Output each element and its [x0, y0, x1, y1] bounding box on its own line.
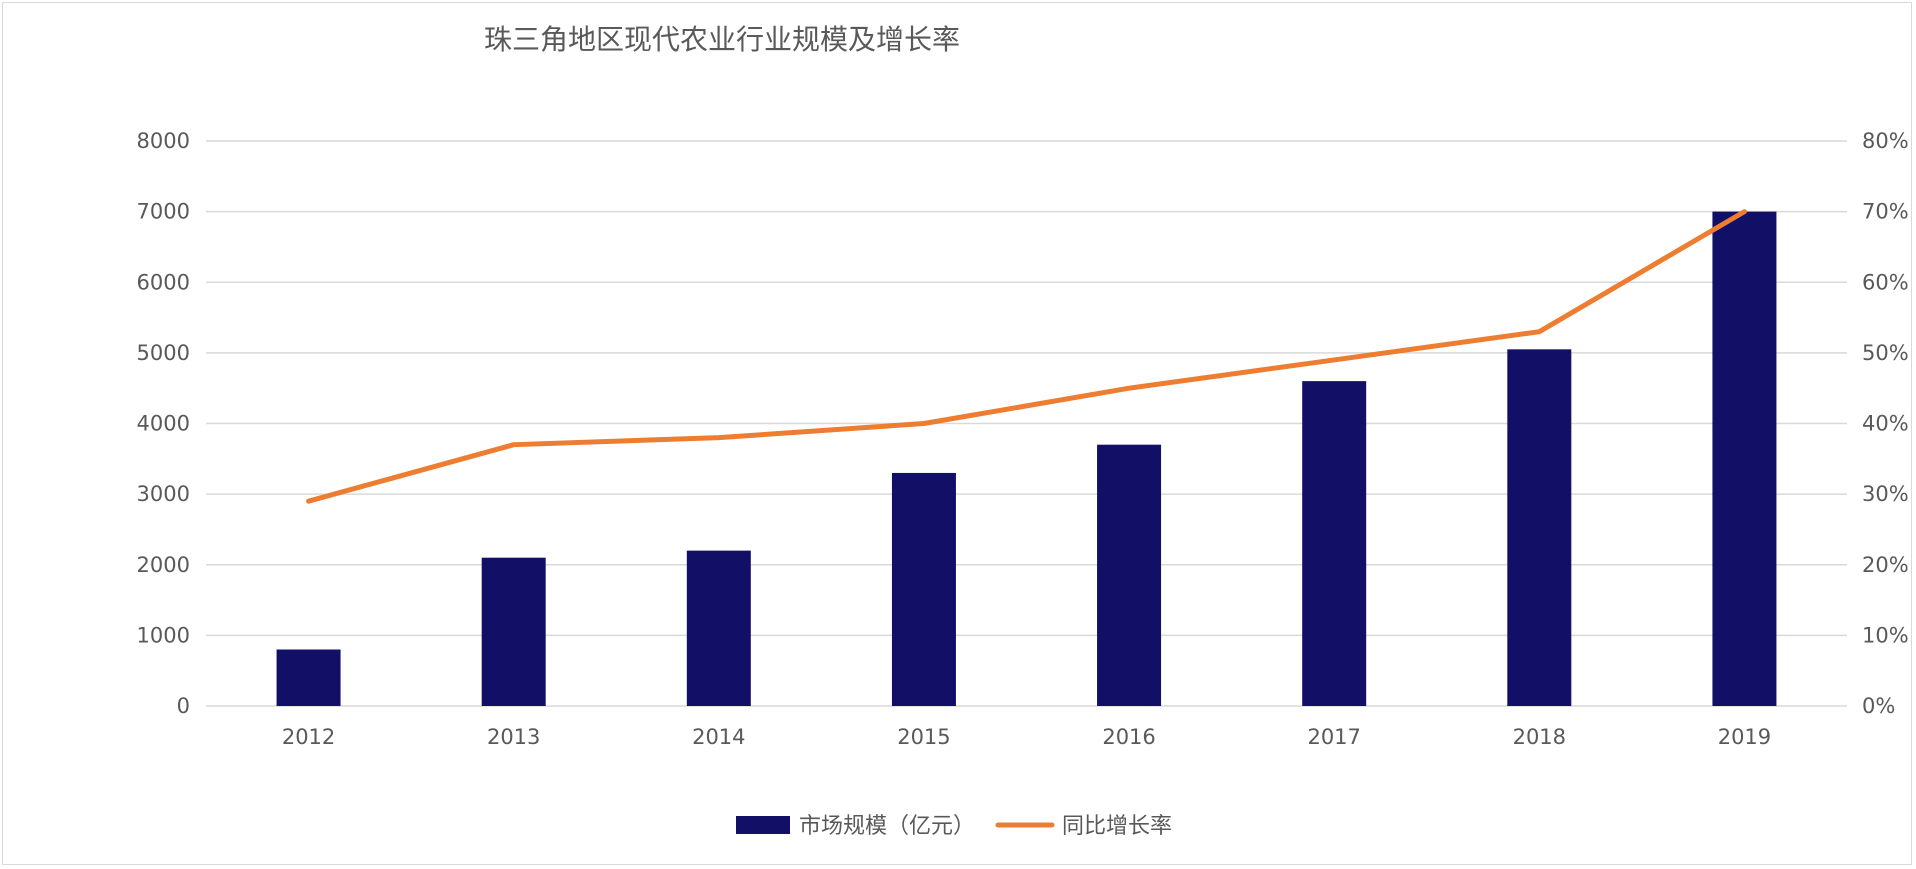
right-axis-ticks: 0% 10% 20% 30% 40% 50% 60% 70% 80% — [1862, 129, 1909, 718]
bar-2019 — [1712, 211, 1777, 706]
right-tick-label: 70% — [1862, 200, 1909, 224]
bar-2015 — [891, 472, 956, 706]
left-tick-label: 6000 — [137, 270, 190, 294]
x-tick-label: 2012 — [282, 725, 335, 749]
right-tick-label: 50% — [1862, 341, 1909, 365]
left-tick-label: 2000 — [137, 553, 190, 577]
left-tick-label: 1000 — [137, 623, 190, 647]
bar-2014 — [686, 550, 751, 706]
bar-2013 — [481, 557, 546, 706]
legend: 市场规模（亿元） 同比增长率 — [736, 814, 1172, 839]
left-axis-ticks: 0 1000 2000 3000 4000 5000 6000 7000 8000 — [137, 129, 190, 718]
legend-swatch-bar — [736, 816, 790, 834]
left-tick-label: 5000 — [137, 341, 190, 365]
right-tick-label: 0% — [1862, 694, 1895, 718]
left-tick-label: 4000 — [137, 412, 190, 436]
left-tick-label: 8000 — [137, 129, 190, 153]
bar-2016 — [1097, 444, 1162, 706]
right-tick-label: 40% — [1862, 412, 1909, 436]
right-tick-label: 60% — [1862, 270, 1909, 294]
x-tick-label: 2016 — [1102, 725, 1155, 749]
growth-rate-line — [306, 209, 1747, 504]
gridlines — [206, 140, 1847, 707]
x-tick-label: 2019 — [1718, 725, 1771, 749]
left-tick-label: 7000 — [137, 200, 190, 224]
right-tick-label: 10% — [1862, 623, 1909, 647]
legend-label-line: 同比增长率 — [1062, 814, 1172, 839]
x-tick-label: 2013 — [487, 725, 540, 749]
left-tick-label: 0 — [177, 694, 190, 718]
right-tick-label: 80% — [1862, 129, 1909, 153]
bar-series — [276, 211, 1777, 706]
x-tick-label: 2017 — [1307, 725, 1360, 749]
legend-label-bar: 市场规模（亿元） — [799, 814, 975, 839]
bar-2012 — [276, 649, 341, 706]
line-series — [306, 209, 1747, 504]
chart-title: 珠三角地区现代农业行业规模及增长率 — [484, 23, 960, 56]
right-tick-label: 30% — [1862, 482, 1909, 506]
left-tick-label: 3000 — [137, 482, 190, 506]
x-tick-label: 2014 — [692, 725, 745, 749]
x-axis-ticks: 2012 2013 2014 2015 2016 2017 2018 2019 — [282, 725, 1771, 749]
right-tick-label: 20% — [1862, 553, 1909, 577]
bar-2017 — [1302, 381, 1367, 706]
bar-2018 — [1507, 349, 1572, 706]
x-tick-label: 2018 — [1513, 725, 1566, 749]
x-tick-label: 2015 — [897, 725, 950, 749]
